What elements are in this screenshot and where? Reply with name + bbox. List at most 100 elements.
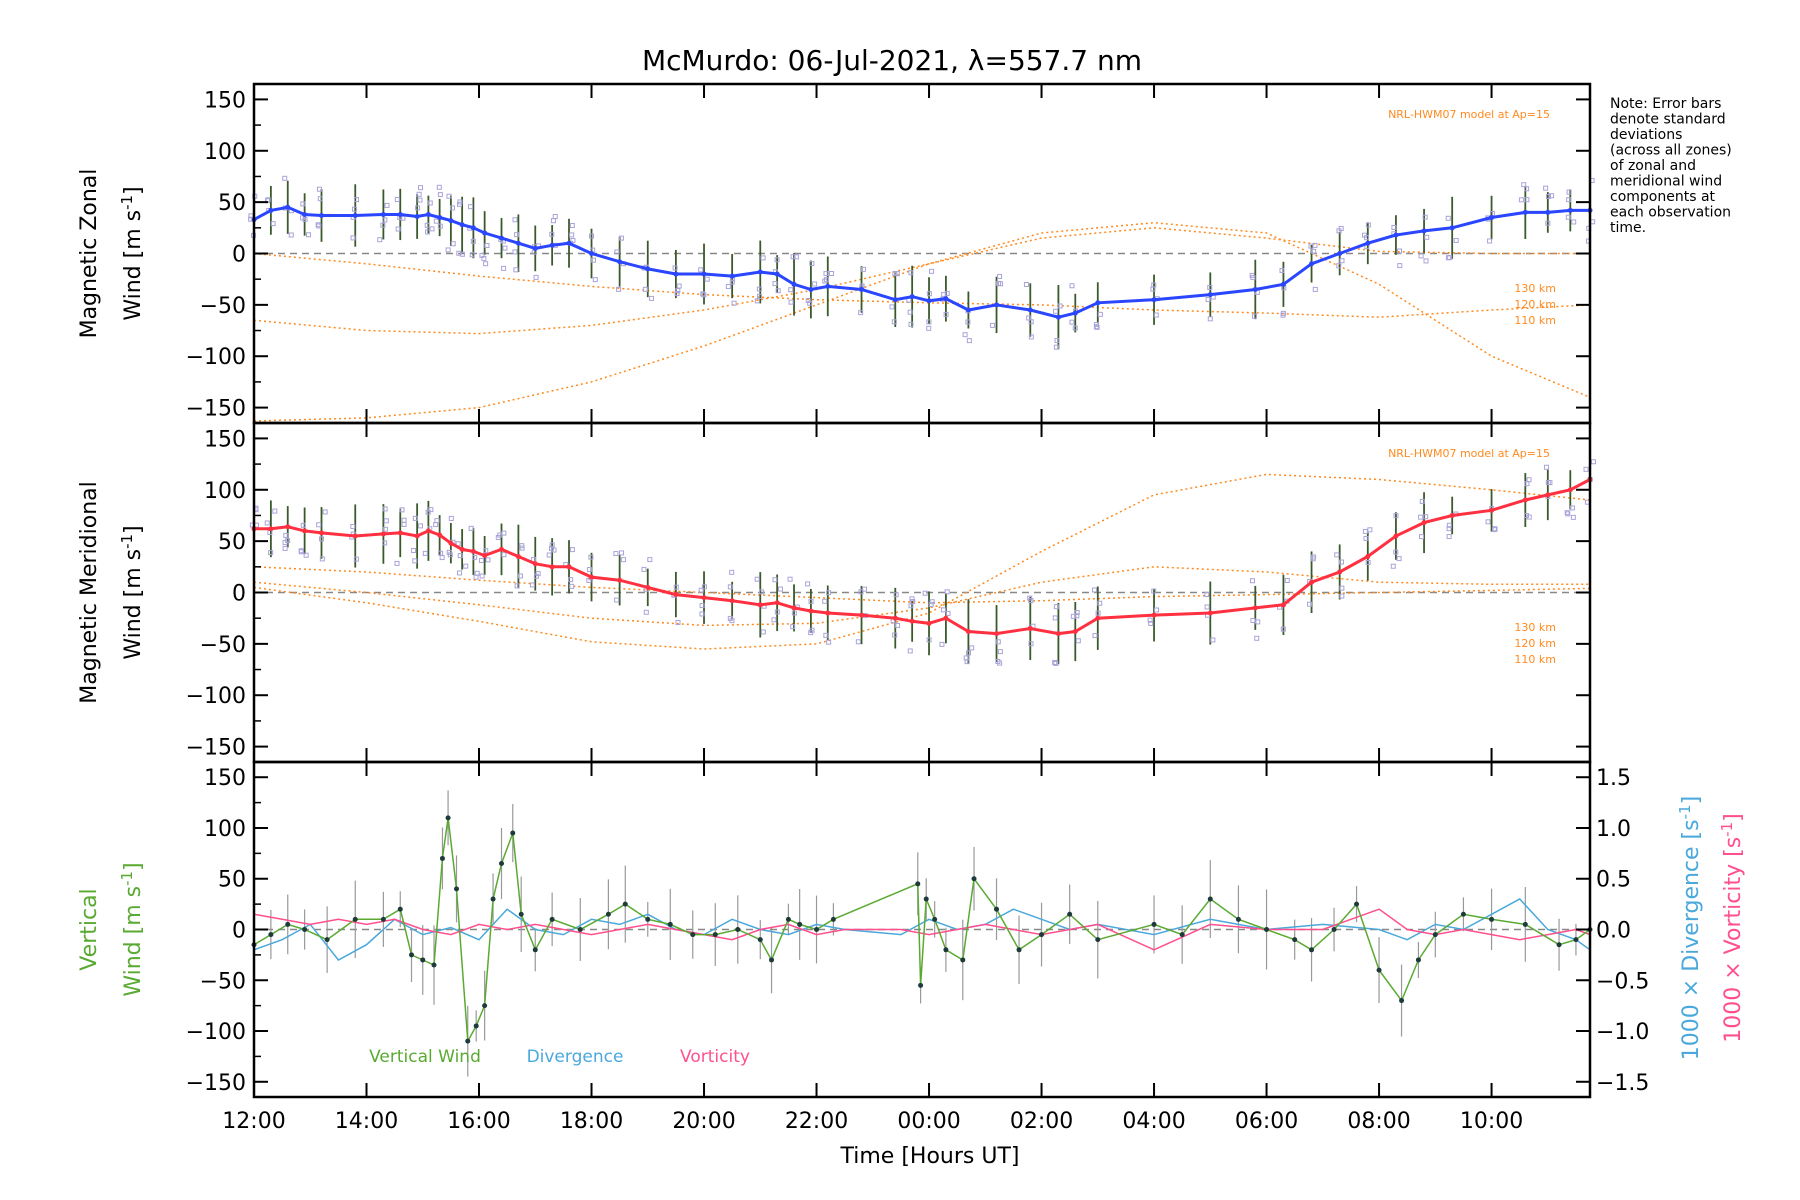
y2-tick-label: −1.5 — [1596, 1071, 1649, 1096]
zone-point — [1445, 215, 1451, 221]
model-height-label: 120 km — [1514, 298, 1556, 311]
zone-point — [929, 268, 935, 274]
zone-point — [1418, 253, 1424, 259]
zone-point — [569, 232, 575, 238]
zone-point — [437, 223, 443, 229]
zone-point — [484, 243, 490, 249]
zone-point — [412, 558, 418, 564]
zone-point — [808, 598, 814, 604]
zone-point — [533, 573, 539, 579]
y-tick-label: −100 — [186, 1020, 246, 1045]
zone-point — [1339, 258, 1345, 264]
y-tick-label: −150 — [186, 397, 246, 422]
zone-point — [990, 322, 996, 328]
model-line-110km — [253, 252, 1591, 318]
zone-point — [481, 255, 487, 261]
note-line: Note: Error bars — [1610, 96, 1721, 112]
zone-point — [944, 290, 950, 296]
zone-point — [1028, 598, 1034, 604]
vertical-wind-point — [532, 947, 538, 953]
zone-point — [759, 589, 765, 595]
vertical-wind-point — [1179, 932, 1185, 938]
zone-point — [945, 610, 951, 616]
zone-point — [674, 291, 680, 297]
vertical-wind-point — [915, 881, 921, 887]
zone-point — [264, 520, 270, 526]
vertical-wind-point — [1331, 927, 1337, 932]
zone-point — [1419, 498, 1425, 504]
zone-point — [1422, 214, 1428, 220]
zone-point — [448, 515, 454, 521]
zone-point — [1151, 588, 1157, 594]
zone-point — [1543, 464, 1549, 470]
zone-point — [457, 553, 463, 559]
zone-point — [828, 270, 834, 276]
x-tick-label: 02:00 — [1010, 1109, 1073, 1134]
zone-point — [514, 583, 520, 589]
zone-point — [1545, 220, 1551, 226]
zone-point — [618, 235, 624, 241]
zone-point — [446, 193, 452, 199]
zone-point — [485, 557, 491, 563]
zone-point — [775, 288, 781, 294]
zone-point — [1204, 604, 1210, 610]
zone-point — [1365, 222, 1371, 228]
zone-point — [964, 659, 970, 665]
zone-point — [893, 592, 899, 598]
zone-point — [588, 554, 594, 560]
zone-point — [1057, 303, 1063, 309]
zone-point — [1549, 193, 1555, 199]
y-axis-label-line1: Magnetic Zonal — [77, 169, 102, 339]
x-axis-label: Time [Hours UT] — [840, 1144, 1020, 1169]
zone-point — [1054, 337, 1060, 343]
zone-point — [1363, 535, 1369, 541]
y-tick-label: 100 — [204, 479, 246, 504]
vertical-wind-point — [324, 937, 330, 943]
zone-point — [283, 532, 289, 538]
zone-point — [1284, 577, 1290, 583]
zone-point — [434, 518, 440, 524]
zone-point — [1566, 197, 1572, 203]
zone-point — [417, 197, 423, 203]
zone-point — [1524, 186, 1530, 192]
vertical-wind-point — [1095, 937, 1101, 943]
zone-point — [1453, 237, 1459, 243]
vertical-wind-point — [1016, 947, 1022, 953]
model-line-120km — [253, 227, 1590, 335]
zone-point — [1053, 344, 1059, 350]
zone-point — [303, 552, 309, 558]
zone-point — [1492, 526, 1498, 532]
vertical-wind-point — [797, 921, 803, 927]
y-tick-label: 50 — [218, 191, 246, 216]
zone-point — [760, 255, 766, 261]
zone-point — [592, 277, 598, 283]
zone-point — [1280, 626, 1286, 632]
zone-point — [501, 530, 507, 536]
zone-point — [425, 229, 431, 235]
zone-point — [548, 545, 554, 551]
zone-point — [812, 281, 818, 287]
zone-point — [1250, 618, 1256, 624]
x-tick-label: 14:00 — [335, 1109, 398, 1134]
zone-point — [787, 576, 793, 582]
y-tick-label: 150 — [204, 766, 246, 791]
zone-point — [943, 312, 949, 318]
zone-point — [350, 235, 356, 241]
zone-point — [823, 277, 829, 283]
zone-point — [1445, 255, 1451, 261]
model-line-130km — [253, 221, 1591, 422]
zone-point — [1053, 308, 1059, 314]
x-tick-label: 04:00 — [1122, 1109, 1185, 1134]
zone-point — [468, 204, 474, 210]
zone-point — [319, 556, 325, 562]
zone-point — [1547, 480, 1553, 486]
zone-point — [514, 232, 520, 238]
y2-tick-label: −1.0 — [1596, 1020, 1649, 1045]
zone-point — [1339, 585, 1345, 591]
vertical-wind-point — [735, 927, 741, 932]
zone-point — [436, 184, 442, 190]
zone-point — [1204, 592, 1210, 598]
zone-point — [288, 232, 294, 238]
zone-point — [550, 218, 556, 224]
zone-point — [642, 286, 648, 292]
